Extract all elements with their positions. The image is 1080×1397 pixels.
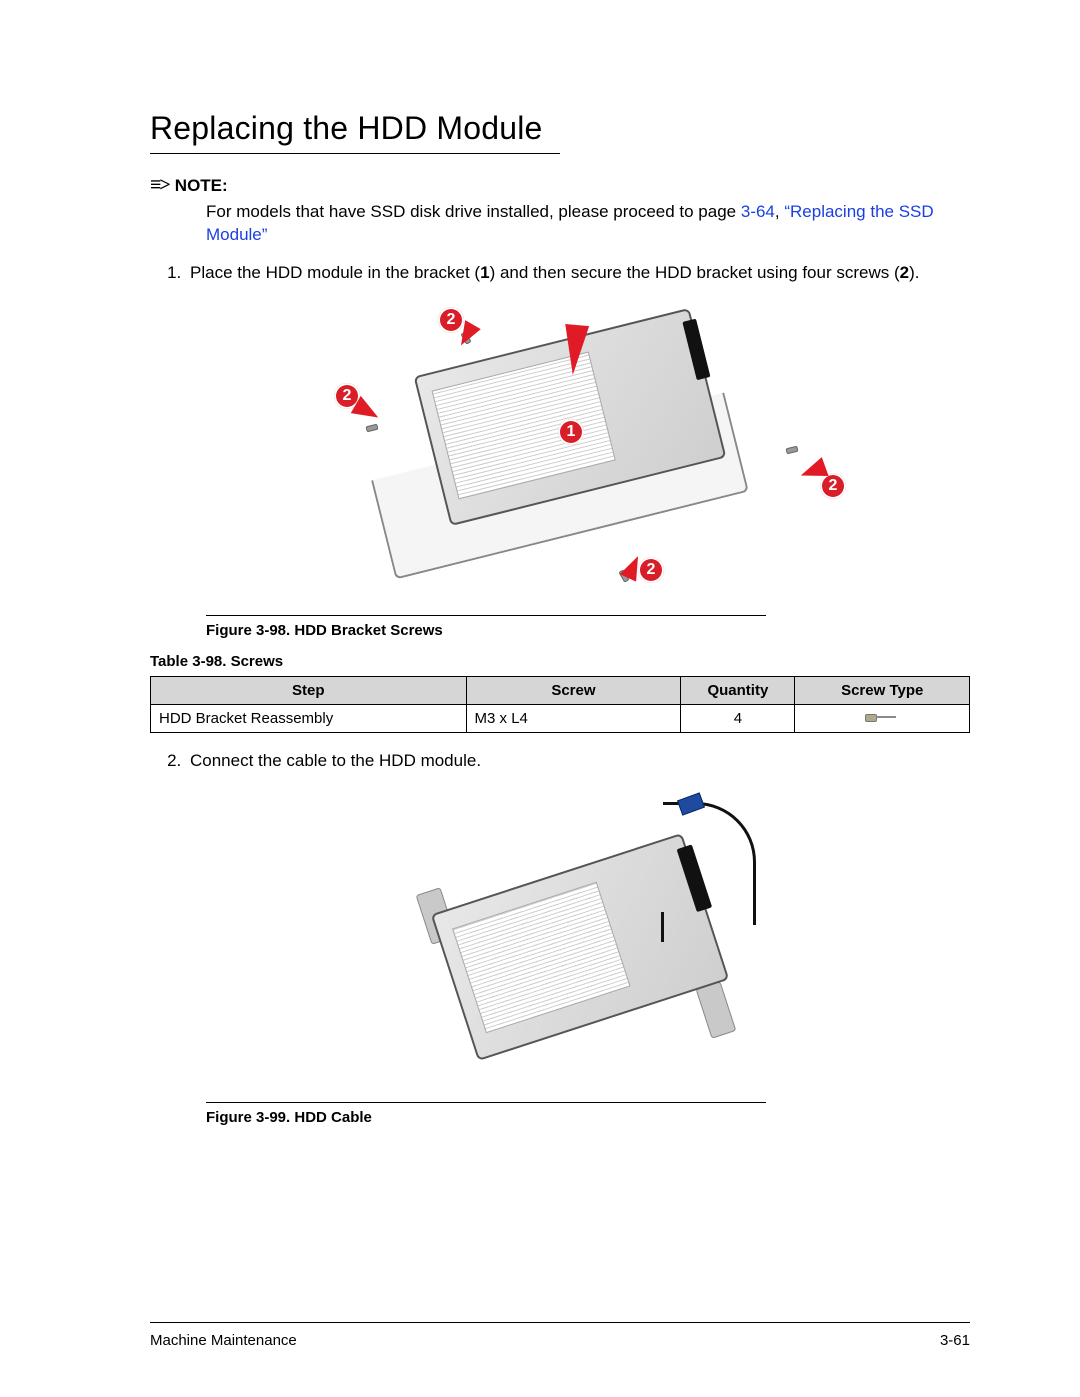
td-qty: 4	[681, 704, 795, 732]
screw-type-icon	[865, 711, 899, 723]
th-step: Step	[151, 676, 467, 704]
figure-99-image	[403, 792, 773, 1092]
figure-99-caption: Figure 3-99. HDD Cable	[206, 1109, 970, 1126]
figure-99	[206, 792, 970, 1092]
step-1: Place the HDD module in the bracket (1) …	[186, 261, 970, 285]
table-98-caption: Table 3-98. Screws	[150, 653, 970, 670]
footer-left: Machine Maintenance	[150, 1332, 297, 1349]
page-title: Replacing the HDD Module	[150, 110, 970, 147]
callout-1: 1	[558, 419, 584, 445]
td-step: HDD Bracket Reassembly	[151, 704, 467, 732]
figure-98: 1 2 2 2 2	[206, 305, 970, 605]
table-row: HDD Bracket Reassembly M3 x L4 4	[151, 704, 970, 732]
figure-98-rule	[206, 615, 766, 616]
step-1-callout-2: 2	[900, 263, 909, 282]
th-screw: Screw	[466, 676, 681, 704]
td-screw: M3 x L4	[466, 704, 681, 732]
step-2: Connect the cable to the HDD module.	[186, 749, 970, 773]
arrow-down-icon	[561, 324, 589, 376]
note-text-mid: ,	[775, 202, 784, 221]
note-glyph-icon: ≡>	[150, 174, 169, 197]
td-type	[795, 704, 970, 732]
figure-98-caption: Figure 3-98. HDD Bracket Screws	[206, 622, 970, 639]
bracket-tab	[696, 982, 737, 1039]
step-1-mid: ) and then secure the HDD bracket using …	[490, 263, 900, 282]
hdd-sata-connector	[682, 318, 710, 380]
step-list: Place the HDD module in the bracket (1) …	[150, 261, 970, 285]
footer-right: 3-61	[940, 1332, 970, 1349]
note-body: For models that have SSD disk drive inst…	[206, 201, 970, 247]
figure-99-rule	[206, 1102, 766, 1103]
hdd-label-sticker	[452, 882, 631, 1034]
hdd-cable	[663, 802, 756, 925]
step-1-pre: Place the HDD module in the bracket (	[190, 263, 480, 282]
note-text-pre: For models that have SSD disk drive inst…	[206, 202, 741, 221]
page-footer: Machine Maintenance 3-61	[150, 1332, 970, 1349]
screw-icon	[785, 445, 798, 454]
heading-rule	[150, 153, 560, 154]
note-label: NOTE:	[175, 176, 228, 196]
th-qty: Quantity	[681, 676, 795, 704]
th-type: Screw Type	[795, 676, 970, 704]
note-heading: ≡> NOTE:	[150, 174, 970, 197]
table-header-row: Step Screw Quantity Screw Type	[151, 676, 970, 704]
note-link-close: ”	[262, 225, 268, 244]
page: Replacing the HDD Module ≡> NOTE: For mo…	[0, 0, 1080, 1397]
step-1-post: ).	[909, 263, 919, 282]
footer-rule	[150, 1322, 970, 1323]
hdd-label-sticker	[432, 351, 616, 499]
screws-table: Step Screw Quantity Screw Type HDD Brack…	[150, 676, 970, 733]
note-page-ref-link[interactable]: 3-64	[741, 202, 775, 221]
figure-98-image: 1 2 2 2 2	[308, 305, 868, 605]
step-1-callout-1: 1	[480, 263, 489, 282]
step-list-2: Connect the cable to the HDD module.	[150, 749, 970, 773]
hdd-cable	[661, 912, 664, 942]
